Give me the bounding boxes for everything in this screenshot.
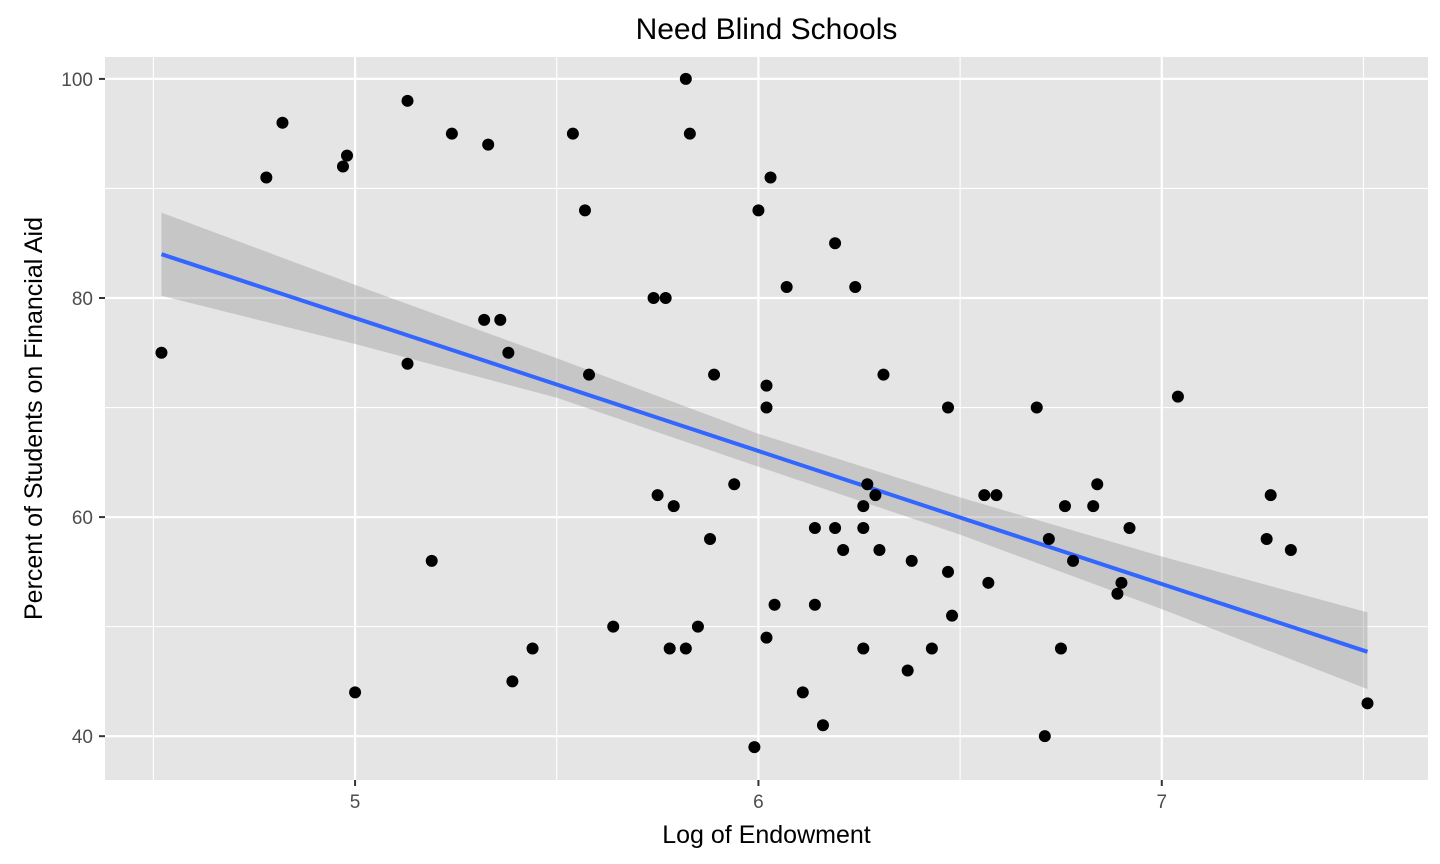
x-tick-label: 6 <box>753 792 764 813</box>
data-point <box>809 522 821 534</box>
y-axis-title: Percent of Students on Financial Aid <box>20 217 48 620</box>
data-point <box>1261 533 1273 545</box>
data-point <box>861 478 873 490</box>
data-point <box>797 686 809 698</box>
data-point <box>684 128 696 140</box>
data-point <box>1115 577 1127 589</box>
data-point <box>402 95 414 107</box>
data-point <box>607 621 619 633</box>
data-point <box>426 555 438 567</box>
data-point <box>664 643 676 655</box>
data-point <box>728 478 740 490</box>
y-tick-label: 60 <box>72 508 93 529</box>
data-point <box>1043 533 1055 545</box>
data-point <box>579 204 591 216</box>
chart-title: Need Blind Schools <box>636 13 898 46</box>
data-point <box>817 719 829 731</box>
data-point <box>1091 478 1103 490</box>
data-point <box>708 369 720 381</box>
data-point <box>660 292 672 304</box>
data-point <box>652 489 664 501</box>
data-point <box>502 347 514 359</box>
y-tick-label: 80 <box>72 289 93 310</box>
data-point <box>341 150 353 162</box>
data-point <box>260 172 272 184</box>
data-point <box>506 675 518 687</box>
data-point <box>1055 643 1067 655</box>
data-point <box>869 489 881 501</box>
data-point <box>829 522 841 534</box>
data-point <box>857 522 869 534</box>
y-tick-label: 100 <box>61 70 93 91</box>
y-axis-ticks: 40 60 80 100 <box>61 70 105 748</box>
data-point <box>478 314 490 326</box>
data-point <box>446 128 458 140</box>
data-point <box>567 128 579 140</box>
data-point <box>1111 588 1123 600</box>
data-point <box>1039 730 1051 742</box>
data-point <box>857 643 869 655</box>
data-point <box>1172 391 1184 403</box>
y-tick-label: 40 <box>72 727 93 748</box>
data-point <box>704 533 716 545</box>
data-point <box>877 369 889 381</box>
data-point <box>337 161 349 173</box>
data-point <box>583 369 595 381</box>
data-point <box>829 237 841 249</box>
data-point <box>680 73 692 85</box>
data-point <box>990 489 1002 501</box>
data-point <box>1265 489 1277 501</box>
data-point <box>942 566 954 578</box>
data-point <box>1087 500 1099 512</box>
x-tick-label: 5 <box>350 792 361 813</box>
data-point <box>982 577 994 589</box>
plot-panel <box>105 57 1428 780</box>
data-point <box>781 281 793 293</box>
data-point <box>1067 555 1079 567</box>
data-point <box>648 292 660 304</box>
data-point <box>926 643 938 655</box>
data-point <box>748 741 760 753</box>
data-point <box>873 544 885 556</box>
data-point <box>680 643 692 655</box>
data-point <box>849 281 861 293</box>
data-point <box>761 632 773 644</box>
data-point <box>978 489 990 501</box>
data-point <box>668 500 680 512</box>
data-point <box>837 544 849 556</box>
data-point <box>902 664 914 676</box>
x-axis-ticks: 5 6 7 <box>350 780 1167 813</box>
data-point <box>857 500 869 512</box>
data-point <box>946 610 958 622</box>
data-point <box>906 555 918 567</box>
x-axis-title: Log of Endowment <box>662 821 871 849</box>
data-point <box>761 380 773 392</box>
data-point <box>769 599 781 611</box>
data-point <box>692 621 704 633</box>
data-point <box>494 314 506 326</box>
data-point <box>765 172 777 184</box>
data-point <box>155 347 167 359</box>
data-point <box>527 643 539 655</box>
data-point <box>276 117 288 129</box>
x-tick-label: 7 <box>1156 792 1167 813</box>
data-point <box>349 686 361 698</box>
data-point <box>1285 544 1297 556</box>
data-point <box>1031 402 1043 414</box>
data-point <box>761 402 773 414</box>
data-point <box>752 204 764 216</box>
data-point <box>1124 522 1136 534</box>
data-point <box>809 599 821 611</box>
data-point <box>1059 500 1071 512</box>
data-point <box>482 139 494 151</box>
data-point <box>1361 697 1373 709</box>
data-point <box>942 402 954 414</box>
data-point <box>402 358 414 370</box>
